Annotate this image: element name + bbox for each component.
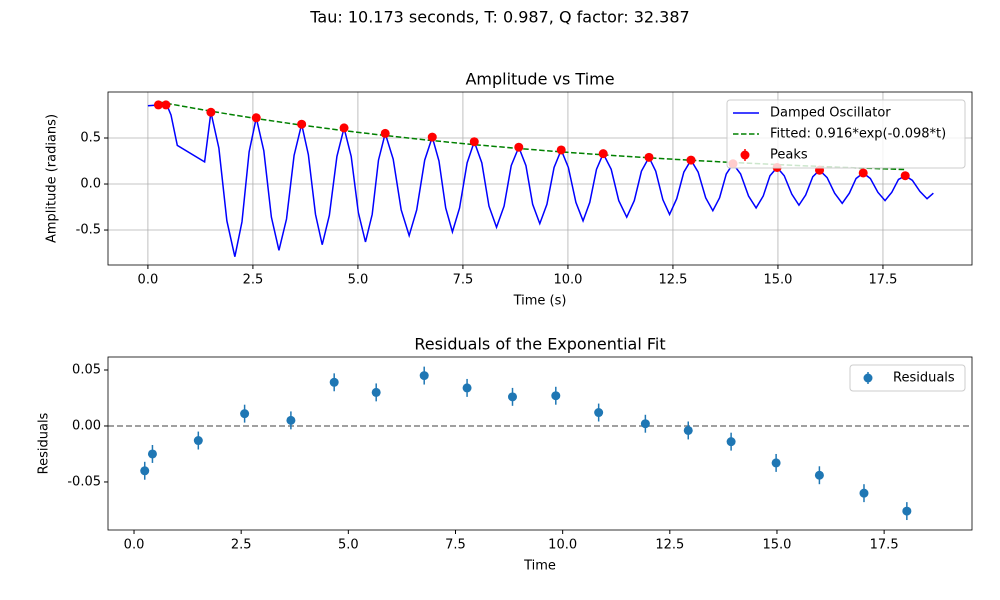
x-tick-label: 17.5 — [870, 538, 899, 553]
data-point — [251, 113, 261, 123]
data-point — [644, 152, 654, 162]
data-point — [900, 171, 910, 181]
data-point — [462, 383, 472, 393]
legend-label: Fitted: 0.916*exp(-0.098*t) — [770, 127, 946, 142]
y-tick-label: 0.5 — [80, 131, 101, 146]
y-axis-label: Residuals — [37, 412, 52, 474]
data-point — [858, 168, 868, 178]
data-point — [726, 437, 736, 447]
data-point — [297, 119, 307, 129]
x-tick-label: 15.0 — [763, 273, 792, 288]
legend-label: Peaks — [770, 148, 808, 163]
series-line — [147, 104, 934, 257]
chart-title: Amplitude vs Time — [465, 70, 614, 89]
data-point — [339, 123, 349, 133]
x-tick-label: 0.0 — [124, 538, 145, 553]
data-point — [771, 458, 781, 468]
x-tick-label: 10.0 — [548, 538, 577, 553]
data-point — [161, 100, 171, 110]
data-point — [508, 392, 518, 402]
legend-box — [849, 364, 966, 392]
data-point — [594, 408, 604, 418]
x-axis-label: Time (s) — [513, 294, 567, 309]
x-tick-label: 0.0 — [138, 273, 159, 288]
figure-title: Tau: 10.173 seconds, T: 0.987, Q factor:… — [309, 8, 689, 27]
legend-label: Residuals — [893, 371, 955, 386]
x-tick-label: 7.5 — [445, 538, 466, 553]
y-tick-label: 0.0 — [80, 177, 101, 192]
x-axis-label: Time — [523, 559, 556, 574]
data-point — [419, 371, 429, 381]
plot-frame — [107, 91, 973, 266]
data-point — [556, 145, 566, 155]
data-point — [469, 137, 479, 147]
y-tick-label: 0.00 — [72, 418, 101, 433]
data-point — [902, 506, 912, 516]
data-point — [206, 107, 216, 117]
x-tick-label: 12.5 — [655, 538, 684, 553]
data-point — [153, 100, 163, 110]
data-point — [329, 377, 339, 387]
x-tick-label: 2.5 — [231, 538, 252, 553]
legend-swatch — [863, 373, 873, 383]
legend-swatch — [740, 150, 750, 160]
x-tick-label: 5.0 — [348, 273, 369, 288]
x-tick-label: 7.5 — [453, 273, 474, 288]
x-tick-label: 12.5 — [658, 273, 687, 288]
y-axis-label: Amplitude (radians) — [45, 114, 60, 243]
data-point — [371, 387, 381, 397]
data-point — [140, 466, 150, 476]
y-tick-label: -0.05 — [67, 474, 101, 489]
y-tick-label: -0.5 — [76, 223, 101, 238]
data-point — [147, 449, 157, 459]
legend-box — [726, 99, 966, 169]
data-point — [683, 425, 693, 435]
x-tick-label: 10.0 — [553, 273, 582, 288]
legend-label: Damped Oscillator — [770, 106, 891, 121]
data-point — [814, 470, 824, 480]
chart-title: Residuals of the Exponential Fit — [414, 335, 665, 354]
y-tick-label: 0.05 — [72, 362, 101, 377]
data-point — [286, 415, 296, 425]
data-point — [859, 488, 869, 498]
data-point — [193, 436, 203, 446]
data-point — [514, 142, 524, 152]
data-point — [380, 128, 390, 138]
legend: Damped Oscillator Fitted: 0.916*exp(-0.09… — [726, 99, 966, 169]
plot-frame — [107, 356, 973, 531]
x-tick-label: 17.5 — [868, 273, 897, 288]
data-point — [598, 149, 608, 159]
data-point — [240, 409, 250, 419]
x-tick-label: 5.0 — [338, 538, 359, 553]
data-point — [427, 132, 437, 142]
data-point — [551, 391, 561, 401]
data-point — [640, 419, 650, 429]
x-tick-label: 15.0 — [762, 538, 791, 553]
x-tick-label: 2.5 — [243, 273, 264, 288]
data-point — [686, 155, 696, 165]
legend: Residuals — [849, 364, 966, 392]
